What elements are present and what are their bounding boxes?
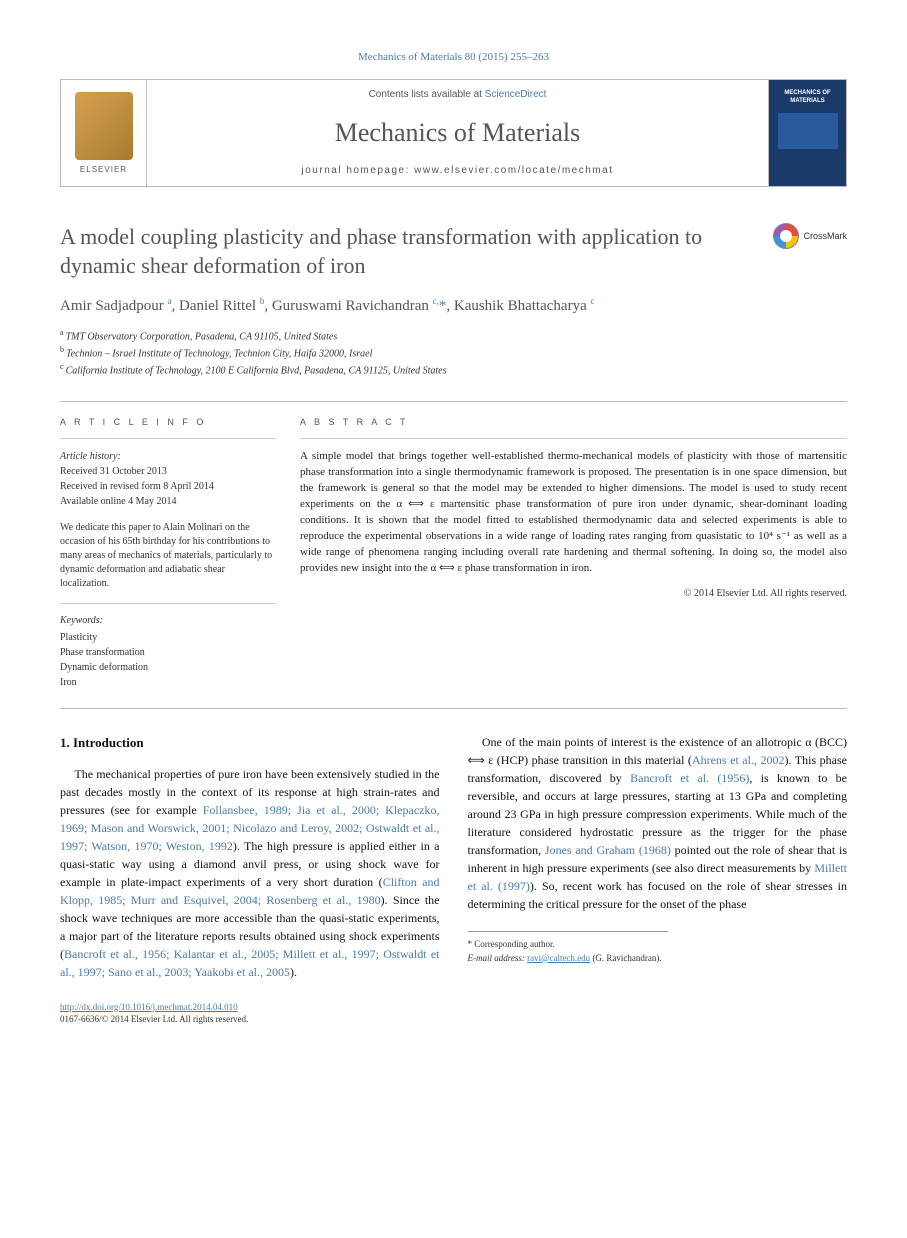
contents-available-line: Contents lists available at ScienceDirec… — [369, 88, 547, 102]
email-attribution: (G. Ravichandran). — [590, 953, 661, 963]
cover-title: MECHANICS OF MATERIALS — [769, 90, 846, 104]
affiliations: aTMT Observatory Corporation, Pasadena, … — [60, 327, 847, 379]
journal-cover-thumbnail: MECHANICS OF MATERIALS — [768, 80, 846, 186]
publisher-logo: ELSEVIER — [61, 80, 147, 186]
affiliation-line: cCalifornia Institute of Technology, 210… — [60, 361, 847, 378]
abstract-divider — [300, 438, 847, 439]
divider — [60, 401, 847, 402]
journal-reference: Mechanics of Materials 80 (2015) 255–263 — [60, 50, 847, 65]
authors-line: Amir Sadjadpour a, Daniel Rittel b, Guru… — [60, 295, 847, 317]
abstract-header: A B S T R A C T — [300, 416, 847, 429]
corresponding-author-label: * Corresponding author. — [468, 938, 668, 952]
info-divider — [60, 438, 276, 439]
author-email-link[interactable]: ravi@caltech.edu — [527, 953, 590, 963]
history-label: Article history: — [60, 449, 276, 464]
divider — [60, 708, 847, 709]
history-received: Received 31 October 2013 — [60, 464, 276, 479]
citation[interactable]: Jones and Graham (1968) — [545, 843, 671, 857]
history-online: Available online 4 May 2014 — [60, 494, 276, 509]
keyword-item: Phase transformation — [60, 645, 276, 660]
crossmark-label: CrossMark — [803, 230, 847, 243]
dedication-text: We dedicate this paper to Alain Molinari… — [60, 521, 276, 591]
homepage-prefix: journal homepage: — [302, 165, 415, 176]
email-label: E-mail address: — [468, 953, 528, 963]
doi-link[interactable]: http://dx.doi.org/10.1016/j.mechmat.2014… — [60, 1002, 238, 1012]
history-revised: Received in revised form 8 April 2014 — [60, 479, 276, 494]
keyword-item: Plasticity — [60, 630, 276, 645]
sciencedirect-link[interactable]: ScienceDirect — [485, 89, 547, 100]
journal-header: ELSEVIER Contents lists available at Sci… — [60, 79, 847, 187]
homepage-line: journal homepage: www.elsevier.com/locat… — [302, 164, 614, 178]
article-info-column: A R T I C L E I N F O Article history: R… — [60, 416, 300, 691]
affiliation-line: bTechnion – Israel Institute of Technolo… — [60, 344, 847, 361]
homepage-url[interactable]: www.elsevier.com/locate/mechmat — [414, 165, 613, 176]
keyword-item: Dynamic deformation — [60, 660, 276, 675]
copyright-line: © 2014 Elsevier Ltd. All rights reserved… — [300, 587, 847, 601]
crossmark-icon — [773, 223, 799, 249]
citation[interactable]: Ahrens et al., 2002 — [692, 753, 785, 767]
intro-paragraph-2: One of the main points of interest is th… — [468, 733, 848, 913]
keywords-label: Keywords: — [60, 614, 276, 628]
elsevier-tree-icon — [75, 92, 133, 160]
affiliation-line: aTMT Observatory Corporation, Pasadena, … — [60, 327, 847, 344]
abstract-text: A simple model that brings together well… — [300, 449, 847, 577]
article-history: Article history: Received 31 October 201… — [60, 449, 276, 509]
citation[interactable]: Bancroft et al. (1956) — [630, 771, 749, 785]
header-center: Contents lists available at ScienceDirec… — [147, 80, 768, 186]
cover-swatch-icon — [778, 113, 838, 149]
contents-prefix: Contents lists available at — [369, 89, 485, 100]
section-heading-intro: 1. Introduction — [60, 733, 440, 753]
page-footer: http://dx.doi.org/10.1016/j.mechmat.2014… — [60, 1001, 847, 1026]
intro-paragraph-1: The mechanical properties of pure iron h… — [60, 765, 440, 981]
issn-copyright-line: 0167-6636/© 2014 Elsevier Ltd. All right… — [60, 1013, 847, 1026]
article-title: A model coupling plasticity and phase tr… — [60, 223, 773, 280]
keywords-list: PlasticityPhase transformationDynamic de… — [60, 630, 276, 690]
article-info-header: A R T I C L E I N F O — [60, 416, 276, 429]
corresponding-author-footnote: * Corresponding author. E-mail address: … — [468, 931, 668, 965]
info-divider — [60, 603, 276, 604]
journal-name: Mechanics of Materials — [335, 115, 580, 151]
abstract-column: A B S T R A C T A simple model that brin… — [300, 416, 847, 691]
keyword-item: Iron — [60, 675, 276, 690]
crossmark-badge[interactable]: CrossMark — [773, 223, 847, 249]
publisher-name: ELSEVIER — [80, 164, 127, 175]
body-text: 1. Introduction The mechanical propertie… — [60, 733, 847, 981]
citation[interactable]: Bancroft et al., 1956; Kalantar et al., … — [60, 947, 440, 979]
